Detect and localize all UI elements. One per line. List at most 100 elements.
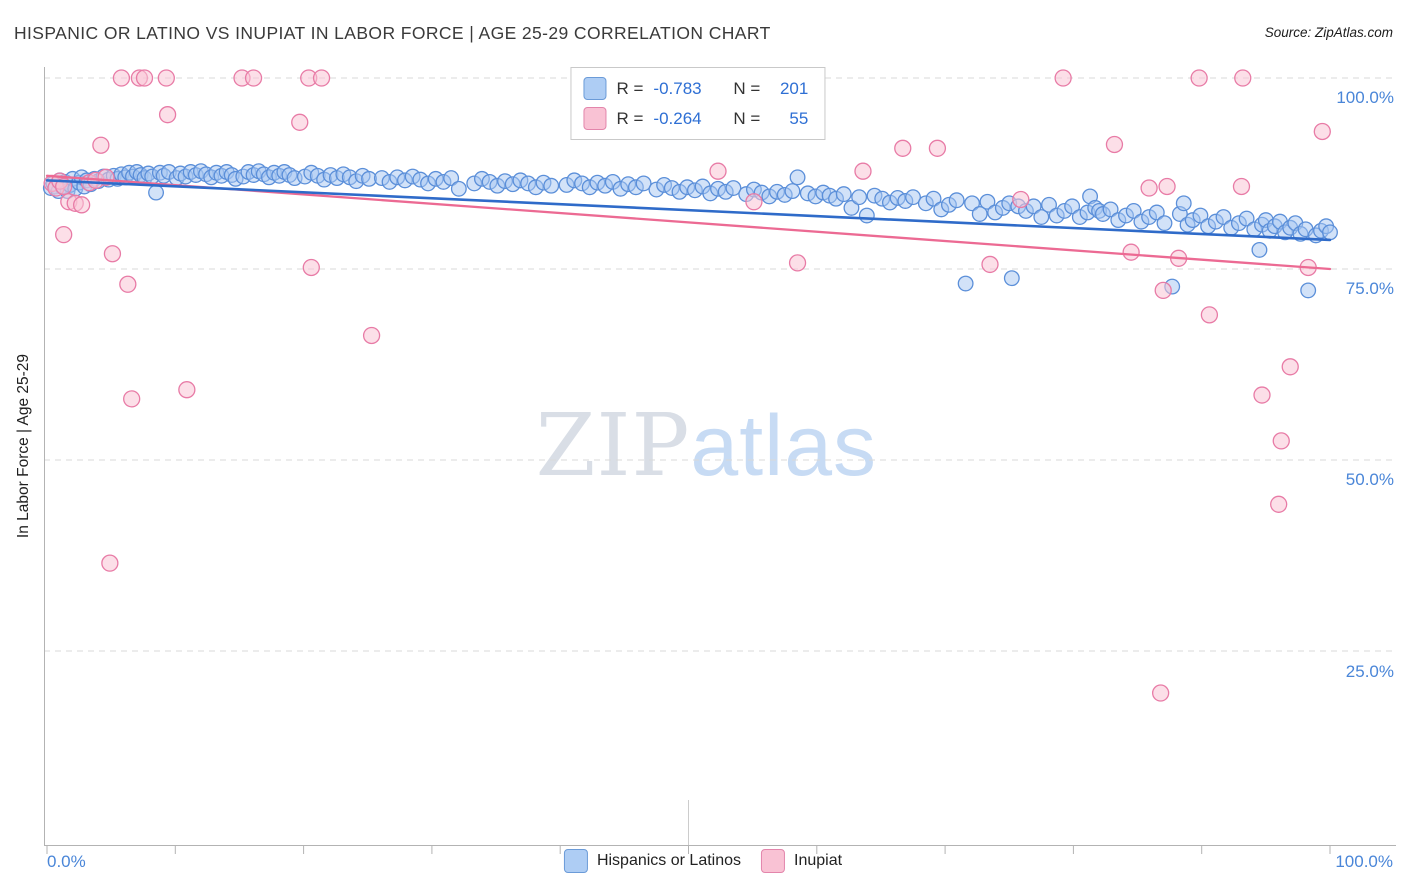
chart-legend: Hispanics or Latinos Inupiat (563, 849, 843, 873)
scatter-point-hispanic (905, 189, 921, 206)
legend-row-hispanic: R = -0.783 N = 201 (583, 77, 808, 100)
r-label: R = (616, 78, 644, 98)
scatter-point-inupiat (1272, 432, 1290, 450)
scatter-point-hispanic (1175, 195, 1192, 212)
scatter-point-inupiat (312, 69, 331, 87)
scatter-point-hispanic (784, 183, 801, 200)
scatter-point-hispanic (1300, 282, 1317, 299)
scatter-point-hispanic (957, 275, 974, 292)
legend-row-inupiat: R = -0.264 N = 55 (583, 107, 808, 130)
scatter-point-hispanic (543, 177, 560, 194)
scatter-point-inupiat (1158, 177, 1176, 196)
scatter-point-hispanic (635, 175, 652, 192)
scatter-point-hispanic (1041, 196, 1057, 213)
hispanic-legend-label: Hispanics or Latinos (596, 852, 742, 869)
scatter-point-inupiat (1154, 281, 1172, 300)
scatter-point-inupiat (928, 139, 947, 157)
y-axis-tick-25: 25.0% (1345, 662, 1394, 681)
n-value-hispanic: 201 (779, 78, 809, 98)
scatter-point-inupiat (291, 113, 309, 131)
y-axis-tick-50: 50.0% (1345, 470, 1394, 489)
scatter-point-inupiat (72, 196, 91, 214)
scatter-point-hispanic (948, 192, 965, 209)
scatter-point-inupiat (981, 255, 999, 274)
scatter-point-inupiat (1190, 69, 1208, 87)
hispanic-trend-line (45, 179, 1332, 242)
correlation-legend-box: R = -0.783 N = 201 R = -0.264 N = 55 (570, 67, 826, 140)
scatter-point-inupiat (1151, 684, 1170, 702)
scatter-point-hispanic (450, 180, 467, 197)
scatter-point-inupiat (1054, 69, 1072, 87)
hispanic-swatch-icon (583, 77, 607, 100)
scatter-point-inupiat (894, 139, 912, 157)
scatter-point-inupiat (1200, 306, 1219, 324)
scatter-point-inupiat (745, 193, 763, 211)
scatter-point-inupiat (119, 275, 137, 293)
scatter-point-inupiat (1122, 243, 1140, 261)
x-axis-max-label: 100.0% (1335, 852, 1393, 871)
scatter-point-hispanic (964, 195, 980, 212)
scatter-point-hispanic (1322, 224, 1338, 241)
scatter-point-inupiat (1270, 495, 1288, 513)
scatter-point-inupiat (112, 69, 131, 87)
scatter-point-inupiat (1012, 190, 1030, 209)
scatter-point-inupiat (92, 136, 110, 154)
scatter-point-hispanic (1238, 210, 1255, 227)
scatter-point-hispanic (1025, 198, 1042, 215)
n-value-inupiat: 55 (789, 108, 809, 128)
chart-title: HISPANIC OR LATINO VS INUPIAT IN LABOR F… (14, 23, 771, 43)
inupiat-legend-label: Inupiat (794, 852, 843, 869)
scatter-point-inupiat (709, 162, 727, 180)
scatter-point-inupiat (1232, 177, 1251, 196)
scatter-point-inupiat (158, 106, 177, 124)
x-axis-min-label: 0.0% (47, 852, 86, 871)
scatter-point-hispanic (1064, 198, 1081, 215)
scatter-point-inupiat (1140, 179, 1158, 197)
scatter-point-hispanic (858, 207, 875, 224)
scatter-point-hispanic (725, 180, 742, 196)
scatter-point-inupiat (55, 225, 73, 244)
scatter-point-inupiat (1105, 135, 1124, 154)
scatter-point-inupiat (1313, 122, 1331, 141)
scatter-point-hispanic (1148, 204, 1165, 221)
n-label: N = (733, 78, 761, 98)
watermark-zip: ZIP (535, 396, 691, 496)
y-axis-tick-100: 100.0% (1336, 88, 1394, 107)
scatter-point-hispanic (851, 189, 868, 206)
scatter-point-inupiat (157, 69, 175, 87)
scatter-point-inupiat (362, 326, 381, 345)
scatter-point-hispanic (925, 190, 942, 207)
scatter-point-inupiat (854, 162, 872, 180)
scatter-point-hispanic (1192, 207, 1209, 224)
scatter-point-hispanic (1156, 215, 1173, 232)
inupiat-swatch-icon (583, 107, 607, 130)
scatter-point-inupiat (101, 554, 119, 572)
scatter-point-hispanic (1251, 241, 1268, 258)
hispanic-legend-swatch-icon (563, 849, 588, 873)
watermark-atlas: atlas (690, 398, 878, 494)
scatter-point-hispanic (1125, 202, 1142, 219)
scatter-point-hispanic (789, 169, 806, 186)
scatter-point-hispanic (1102, 201, 1119, 218)
scatter-point-inupiat (1253, 386, 1271, 404)
scatter-point-inupiat (244, 69, 263, 87)
scatter-point-hispanic (971, 206, 988, 222)
scatter-point-inupiat (788, 254, 807, 272)
y-axis-label-column: In Labor Force | Age 25-29 (2, 0, 46, 892)
y-axis-tick-75: 75.0% (1345, 279, 1394, 298)
scatter-point-hispanic (443, 170, 460, 187)
scatter-point-inupiat (178, 381, 196, 399)
scatter-point-hispanic (148, 184, 165, 201)
scatter-point-hispanic (979, 193, 996, 210)
r-value-inupiat: -0.264 (653, 108, 702, 128)
scatter-point-inupiat (123, 390, 141, 408)
inupiat-legend-swatch-icon (761, 849, 786, 873)
r-value-hispanic: -0.783 (653, 78, 702, 98)
watermark: ZIPatlas (536, 403, 877, 489)
scatter-point-hispanic (1003, 270, 1020, 287)
n-label: N = (733, 108, 761, 128)
scatter-point-inupiat (103, 245, 122, 263)
source-attribution: Source: ZipAtlas.com (1264, 25, 1393, 40)
